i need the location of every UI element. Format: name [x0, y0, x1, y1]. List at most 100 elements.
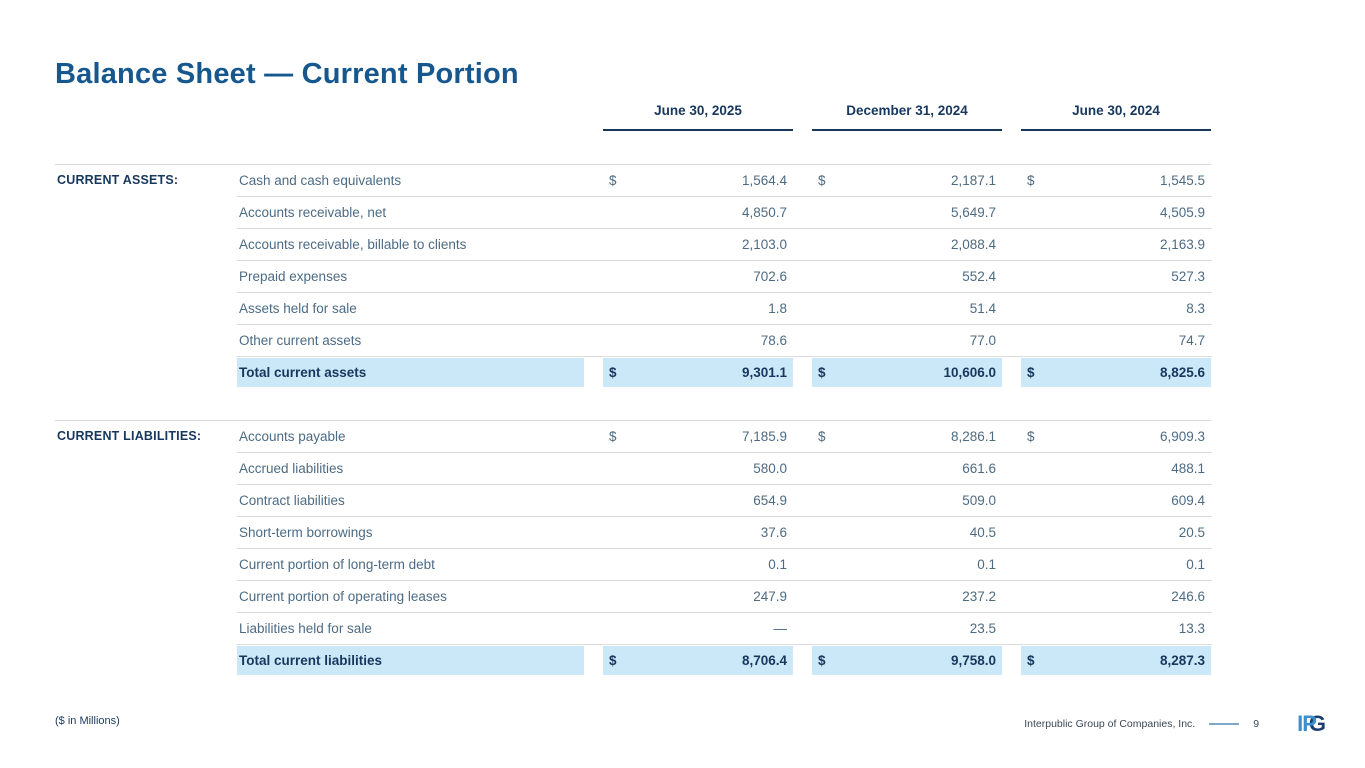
value-cell: $9,301.1: [603, 358, 793, 387]
value-cell: 5,649.7: [812, 197, 1002, 228]
row-label: Prepaid expenses: [239, 269, 348, 284]
table-row: Short-term borrowings 37.6 40.5 20.5: [237, 516, 1212, 548]
value: 8,825.6: [1159, 365, 1205, 380]
table-row: Prepaid expenses 702.6 552.4 527.3: [237, 260, 1212, 292]
row-label: Accrued liabilities: [239, 461, 344, 476]
units-footnote: ($ in Millions): [55, 715, 120, 727]
value: 2,103.0: [741, 237, 787, 252]
table-row: Cash and cash equivalents $1,564.4 $2,187.…: [237, 164, 1212, 196]
value-cell: $6,909.3: [1021, 420, 1211, 452]
value-cell: 77.0: [812, 325, 1002, 356]
column-header-period-2: December 31, 2024: [812, 103, 1002, 131]
value-cell: 1.8: [603, 293, 793, 324]
value-cell: 4,850.7: [603, 197, 793, 228]
value: 23.5: [969, 621, 996, 636]
value: 8,286.1: [950, 428, 996, 444]
table-row: Liabilities held for sale — 23.5 13.3: [237, 612, 1212, 644]
dollar-sign: $: [1027, 172, 1035, 188]
ipg-logo-g: G: [1308, 711, 1326, 736]
category-label-current-liabilities: CURRENT LIABILITIES:: [57, 429, 202, 443]
value-cell: 8.3: [1021, 293, 1211, 324]
value-cell: 552.4: [812, 261, 1002, 292]
value: 77.0: [969, 333, 996, 348]
value: 2,163.9: [1159, 237, 1205, 252]
dollar-sign: $: [818, 365, 826, 380]
row-label: Liabilities held for sale: [239, 621, 372, 636]
value: 488.1: [1171, 461, 1205, 476]
slide-footer: Interpublic Group of Companies, Inc. 9 I…: [1024, 711, 1326, 736]
value: 247.9: [753, 589, 787, 604]
value: 20.5: [1178, 525, 1205, 540]
row-label: Total current liabilities: [237, 646, 584, 675]
value: 4,850.7: [741, 205, 787, 220]
value-cell: 702.6: [603, 261, 793, 292]
category-label-current-assets: CURRENT ASSETS:: [57, 173, 179, 187]
column-header-period-3: June 30, 2024: [1021, 103, 1211, 131]
dollar-sign: $: [818, 653, 826, 668]
value: 580.0: [753, 461, 787, 476]
value-cell: 2,088.4: [812, 229, 1002, 260]
value: 609.4: [1171, 493, 1205, 508]
value-cell: 4,505.9: [1021, 197, 1211, 228]
value: 6,909.3: [1159, 428, 1205, 444]
value: 246.6: [1171, 589, 1205, 604]
column-header-period-1: June 30, 2025: [603, 103, 793, 131]
value: 0.1: [1186, 557, 1205, 572]
row-label: Accounts payable: [239, 428, 346, 444]
total-row: Total current liabilities $8,706.4 $9,758.…: [237, 644, 1212, 676]
value: 654.9: [753, 493, 787, 508]
value-cell: 20.5: [1021, 517, 1211, 548]
row-label: Accounts receivable, billable to clients: [239, 237, 467, 252]
dollar-sign: $: [1027, 365, 1035, 380]
value: 702.6: [753, 269, 787, 284]
footer-divider-line: [1209, 723, 1240, 725]
current-liabilities-table: Accounts payable $7,185.9 $8,286.1 $6,909.3…: [237, 420, 1212, 676]
value-cell: $1,564.4: [603, 164, 793, 196]
value-cell: 51.4: [812, 293, 1002, 324]
section-divider-assets: [55, 164, 1211, 165]
value: 51.4: [969, 301, 996, 316]
row-label: Short-term borrowings: [239, 525, 373, 540]
table-row: Assets held for sale 1.8 51.4 8.3: [237, 292, 1212, 324]
value: 37.6: [760, 525, 787, 540]
value-cell: $8,287.3: [1021, 646, 1211, 675]
value-cell: 609.4: [1021, 485, 1211, 516]
row-label: Cash and cash equivalents: [239, 172, 402, 188]
value: 552.4: [962, 269, 996, 284]
value-cell: 37.6: [603, 517, 793, 548]
value-cell: $8,706.4: [603, 646, 793, 675]
value-cell: 509.0: [812, 485, 1002, 516]
value-cell: 654.9: [603, 485, 793, 516]
value-cell: 661.6: [812, 453, 1002, 484]
page-number: 9: [1253, 718, 1260, 730]
value-cell: $9,758.0: [812, 646, 1002, 675]
row-label: Contract liabilities: [239, 493, 345, 508]
row-label: Accounts receivable, net: [239, 205, 387, 220]
table-row: Contract liabilities 654.9 509.0 609.4: [237, 484, 1212, 516]
value: 527.3: [1171, 269, 1205, 284]
value: 10,606.0: [943, 365, 996, 380]
dollar-sign: $: [1027, 428, 1035, 444]
dollar-sign: $: [818, 428, 826, 444]
value: —: [773, 621, 788, 636]
value-cell: 0.1: [812, 549, 1002, 580]
value-cell: $2,187.1: [812, 164, 1002, 196]
value: 661.6: [962, 461, 996, 476]
value: 9,301.1: [741, 365, 787, 380]
value: 8,706.4: [741, 653, 787, 668]
table-row: Accrued liabilities 580.0 661.6 488.1: [237, 452, 1212, 484]
value-cell: 237.2: [812, 581, 1002, 612]
value-cell: 40.5: [812, 517, 1002, 548]
value-cell: 23.5: [812, 613, 1002, 644]
table-row: Other current assets 78.6 77.0 74.7: [237, 324, 1212, 356]
value-cell: $8,825.6: [1021, 358, 1211, 387]
value: 13.3: [1178, 621, 1205, 636]
ipg-logo-ip: IP: [1297, 711, 1317, 736]
value-cell: —: [603, 613, 793, 644]
value: 2,187.1: [950, 172, 996, 188]
value-cell: 78.6: [603, 325, 793, 356]
value: 9,758.0: [950, 653, 996, 668]
value: 4,505.9: [1159, 205, 1205, 220]
table-row: Accounts receivable, net 4,850.7 5,649.7 4,…: [237, 196, 1212, 228]
value-cell: 247.9: [603, 581, 793, 612]
